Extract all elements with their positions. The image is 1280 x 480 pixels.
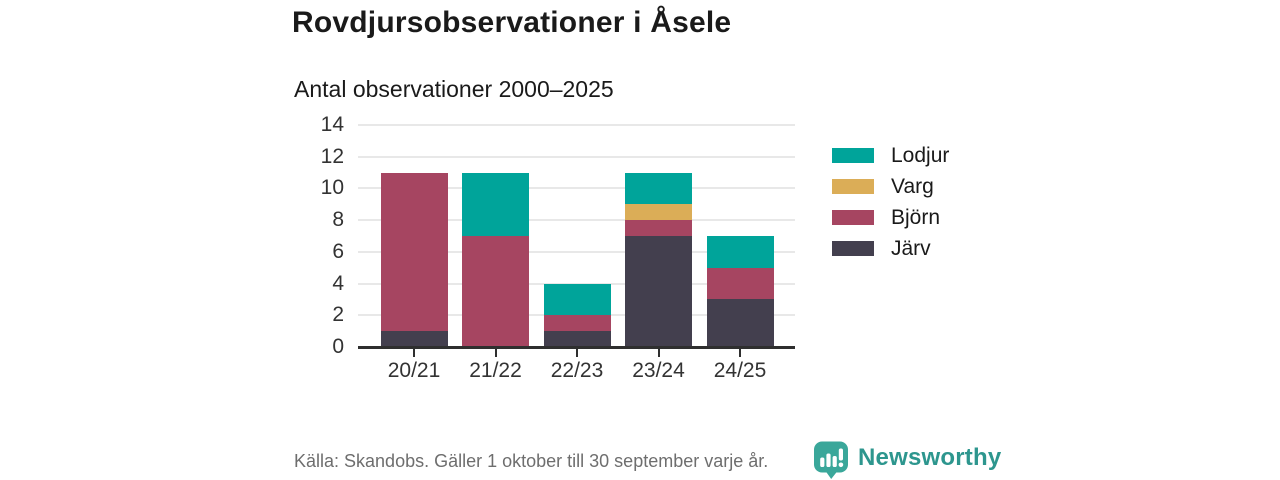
x-axis-tick-label: 23/24 (632, 359, 685, 382)
legend-item-jarv: Järv (832, 237, 949, 260)
gridline (358, 155, 795, 158)
gridline (358, 219, 795, 222)
legend-label: Björn (891, 206, 941, 229)
newsworthy-logo: Newsworthy (813, 441, 1001, 479)
legend-swatch (832, 148, 874, 163)
bar-segment-bjorn (543, 315, 611, 332)
bar-segment-lodjur (543, 283, 611, 316)
x-axis-tick-label: 20/21 (387, 359, 441, 382)
legend-label: Lodjur (891, 144, 950, 167)
gridline (358, 124, 795, 126)
legend-label: Järv (891, 237, 931, 260)
chart-title: Rovdjursobservationer i Åsele (292, 6, 732, 39)
bar-segment-bjorn (625, 220, 692, 236)
newsworthy-wordmark: Newsworthy (858, 444, 1002, 471)
legend-item-varg: Varg (832, 175, 949, 198)
legend-swatch (832, 241, 874, 256)
legend-swatch (832, 179, 874, 194)
gridline (358, 250, 795, 253)
newsworthy-logo-icon (814, 441, 848, 479)
source-note: Källa: Skandobs. Gäller 1 oktober till 3… (294, 451, 769, 471)
legend: Lodjur Varg Björn Järv (832, 144, 950, 272)
bar-segment-bjorn (380, 172, 448, 332)
y-axis-tick-label: 2 (332, 303, 344, 327)
y-axis-tick-label: 10 (320, 176, 344, 200)
bar-segment-jarv (625, 236, 692, 347)
bar-segment-lodjur (462, 172, 529, 236)
legend-swatch (832, 210, 874, 225)
x-axis-line (358, 346, 795, 349)
bar-segment-bjorn (462, 236, 529, 347)
bar-segment-jarv (380, 331, 448, 347)
bar-segment-lodjur (625, 172, 692, 205)
y-axis-tick-label: 12 (320, 144, 344, 168)
x-axis-tick (576, 349, 578, 357)
bar-segment-bjorn (706, 267, 774, 300)
x-axis-tick (413, 349, 415, 357)
chart-subtitle: Antal observationer 2000–2025 (294, 76, 614, 102)
y-axis-tick-label: 4 (332, 271, 344, 295)
legend-item-bjorn: Björn (832, 206, 949, 229)
legend-label: Varg (891, 175, 934, 198)
y-axis-tick-label: 8 (332, 208, 344, 232)
y-axis-tick-label: 0 (332, 335, 344, 358)
x-axis-tick (739, 349, 741, 357)
bar-segment-jarv (706, 299, 774, 347)
x-axis-tick (657, 349, 660, 357)
bar-segment-varg (625, 204, 692, 221)
legend-item-lodjur: Lodjur (832, 144, 950, 167)
gridline (358, 187, 795, 190)
y-axis-tick-label: 14 (320, 113, 344, 136)
x-axis-tick-label: 21/22 (469, 359, 522, 382)
bar-segment-lodjur (706, 236, 774, 268)
bar-segment-jarv (543, 331, 611, 347)
x-axis-tick (494, 349, 497, 357)
x-axis-tick-label: 22/23 (550, 359, 604, 382)
y-axis-tick-label: 6 (332, 239, 344, 263)
x-axis-tick-label: 24/25 (713, 359, 767, 382)
